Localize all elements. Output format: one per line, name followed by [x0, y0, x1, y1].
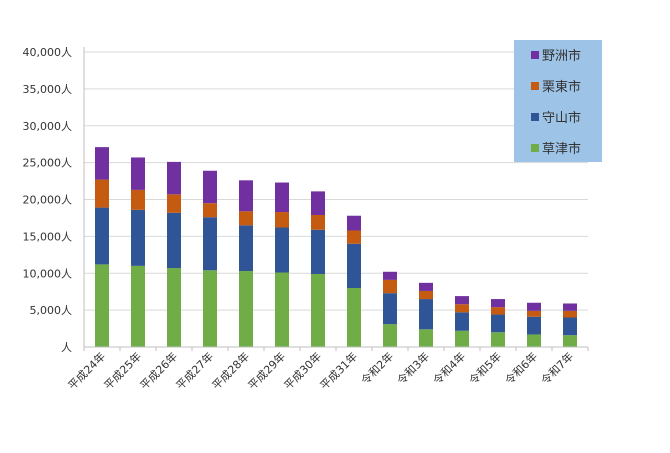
x-tick-label: 平成26年	[137, 349, 180, 392]
bar-segment	[311, 273, 325, 347]
y-tick-label: 5,000人	[30, 304, 73, 317]
bar-segment	[563, 303, 577, 311]
bar-segment	[239, 271, 253, 347]
bar-segment	[563, 310, 577, 318]
bar-segment	[383, 293, 397, 325]
bar-segment	[347, 230, 361, 244]
y-tick-label: 25,000人	[23, 157, 73, 170]
bar-segment	[527, 316, 541, 335]
gridlines	[84, 51, 588, 311]
bar-segment	[203, 203, 217, 218]
legend-label: 草津市	[542, 141, 581, 157]
bar-segment	[419, 329, 433, 347]
bar-segment	[275, 227, 289, 273]
bar-segment	[167, 161, 181, 195]
y-tick-label: 10,000人	[23, 267, 73, 280]
bar-segment	[275, 212, 289, 228]
bar-segment	[455, 312, 469, 331]
legend-label: 守山市	[542, 110, 581, 126]
bar-segment	[419, 282, 433, 291]
bar-segment	[275, 182, 289, 213]
bar-segment	[563, 335, 577, 347]
bar-segment	[239, 211, 253, 226]
x-tick-label: 平成29年	[245, 349, 288, 392]
bar-segment	[311, 191, 325, 215]
legend-swatch	[531, 51, 539, 59]
y-tick-label: 20,000人	[23, 194, 73, 207]
bar-segment	[527, 334, 541, 347]
bar-segment	[203, 217, 217, 271]
legend-swatch	[531, 113, 539, 121]
bar-segment	[347, 243, 361, 288]
y-tick-label: 35,000人	[23, 83, 73, 96]
x-tick-label: 平成25年	[101, 349, 144, 392]
bar-segment	[455, 330, 469, 347]
x-tick-label: 令和4年	[430, 349, 468, 387]
bar-segment	[383, 279, 397, 294]
bar-segment	[203, 170, 217, 204]
bar-segment	[491, 307, 505, 315]
y-axis-ticks: 人 5,000人 10,000人 15,000人 20,000人 25,000人 30,00…	[23, 46, 73, 354]
legend-box	[514, 40, 602, 162]
bar-segment	[131, 189, 145, 210]
y-tick-label: 30,000人	[23, 120, 73, 133]
x-tick-label: 平成31年	[317, 349, 360, 392]
y-tick-label: 人	[61, 341, 72, 354]
bars	[95, 147, 577, 347]
bar-segment	[527, 310, 541, 317]
bar-segment	[239, 180, 253, 212]
bar-segment	[95, 147, 109, 180]
bar-segment	[491, 332, 505, 347]
x-tick-label: 令和2年	[358, 349, 396, 387]
bar-segment	[167, 194, 181, 213]
x-tick-label: 平成30年	[281, 349, 324, 392]
y-tick-label: 15,000人	[23, 230, 73, 243]
x-tick-label: 令和5年	[466, 349, 504, 387]
bar-segment	[311, 229, 325, 274]
bar-segment	[203, 270, 217, 347]
bar-segment	[491, 314, 505, 333]
axes	[83, 47, 589, 351]
legend-label: 栗東市	[542, 79, 581, 95]
bar-segment	[167, 268, 181, 347]
bar-segment	[347, 288, 361, 347]
bar-segment	[131, 209, 145, 266]
legend-swatch	[531, 144, 539, 152]
legend-swatch	[531, 82, 539, 90]
bar-segment	[347, 215, 361, 231]
bar-segment	[455, 296, 469, 305]
bar-segment	[563, 317, 577, 336]
bar-segment	[131, 157, 145, 190]
x-tick-label: 令和7年	[538, 349, 576, 387]
x-tick-label: 平成27年	[173, 349, 216, 392]
bar-segment	[311, 214, 325, 230]
bar-segment	[95, 264, 109, 347]
x-tick-label: 令和3年	[394, 349, 432, 387]
bar-segment	[455, 304, 469, 313]
x-tick-label: 令和6年	[502, 349, 540, 387]
bar-segment	[167, 212, 181, 269]
bar-segment	[131, 265, 145, 347]
bar-segment	[383, 324, 397, 347]
y-tick-label: 40,000人	[23, 46, 73, 59]
bar-segment	[239, 225, 253, 272]
bar-segment	[275, 272, 289, 347]
bar-segment	[527, 302, 541, 311]
bar-segment	[419, 290, 433, 300]
legend-label: 野洲市	[542, 48, 581, 64]
x-tick-label: 平成24年	[65, 349, 108, 392]
bar-segment	[95, 179, 109, 208]
bar-segment	[491, 299, 505, 308]
x-tick-label: 平成28年	[209, 349, 252, 392]
bar-segment	[95, 207, 109, 265]
bar-segment	[419, 299, 433, 330]
bar-segment	[383, 271, 397, 280]
x-axis-ticks: 平成24年平成25年平成26年平成27年平成28年平成29年平成30年平成31年…	[65, 349, 576, 392]
